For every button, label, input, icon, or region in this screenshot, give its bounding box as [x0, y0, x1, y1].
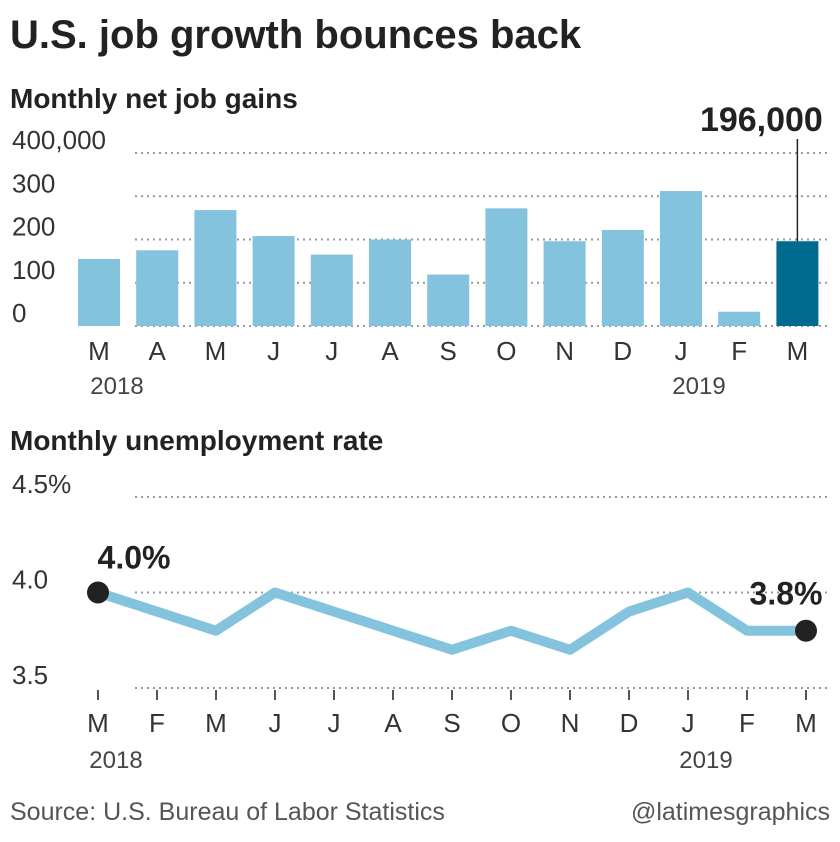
line: [96, 587, 806, 655]
title: U.S. job growth bounces back: [10, 13, 582, 57]
chart-title: Monthly unemployment rate: [10, 425, 383, 456]
x-tick-label: J: [269, 708, 282, 738]
bar: [543, 241, 586, 326]
x-tick-label: F: [739, 708, 755, 738]
bar: [660, 191, 702, 326]
bar: [776, 241, 819, 326]
x-tick-label: D: [620, 708, 639, 738]
x-tick-label: D: [613, 336, 632, 366]
x-tick-label: S: [440, 336, 457, 366]
y-tick-label: 300: [12, 168, 55, 198]
x-tick-label: A: [381, 336, 399, 366]
y-tick-label: 400,000: [12, 125, 106, 155]
value-label: 196,000: [700, 101, 823, 139]
x-tick-label: A: [149, 336, 167, 366]
y-tick-label: 3.5: [12, 660, 48, 690]
x-tick-label: M: [205, 708, 227, 738]
x-tick-label: F: [149, 708, 165, 738]
x-tick-label: J: [325, 336, 338, 366]
bar: [194, 210, 237, 326]
bar: [369, 239, 411, 326]
bar: [78, 258, 120, 326]
bar: [252, 236, 295, 326]
x-tick-label: M: [205, 336, 227, 366]
x-tick-label: F: [731, 336, 747, 366]
year-label: 2019: [672, 373, 725, 400]
x-tick-label: N: [561, 708, 580, 738]
bar: [601, 229, 644, 326]
bar: [427, 274, 470, 326]
x-tick-label: J: [682, 708, 695, 738]
credit: @latimesgraphics: [631, 798, 830, 826]
x-tick-label: A: [384, 708, 402, 738]
x-tick-label: M: [795, 708, 817, 738]
chart-title: Monthly net job gains: [10, 83, 298, 114]
x-tick-label: J: [675, 336, 688, 366]
value-label: 4.0%: [98, 540, 171, 576]
bar: [485, 208, 528, 326]
x-tick-label: S: [443, 708, 460, 738]
y-tick-label: 100: [12, 255, 55, 285]
x-tick-label: M: [787, 336, 809, 366]
y-tick-label: 4.5%: [12, 469, 71, 499]
y-tick-label: 0: [12, 298, 26, 328]
x-tick-label: O: [501, 708, 521, 738]
point: [795, 619, 817, 642]
x-tick-label: N: [555, 336, 574, 366]
year-label: 2018: [89, 747, 142, 774]
x-tick-label: M: [87, 708, 109, 738]
x-tick-label: J: [328, 708, 341, 738]
bar: [718, 311, 761, 326]
x-tick-label: J: [267, 336, 280, 366]
y-tick-label: 200: [12, 212, 55, 242]
bar: [136, 250, 179, 326]
year-label: 2019: [679, 747, 732, 774]
bar: [310, 254, 353, 326]
point: [87, 581, 109, 604]
x-tick-label: O: [496, 336, 516, 366]
year-label: 2018: [90, 373, 143, 400]
value-label: 3.8%: [750, 576, 823, 612]
x-tick-label: M: [88, 336, 110, 366]
source: Source: U.S. Bureau of Labor Statistics: [10, 798, 445, 826]
y-tick-label: 4.0: [12, 565, 48, 595]
